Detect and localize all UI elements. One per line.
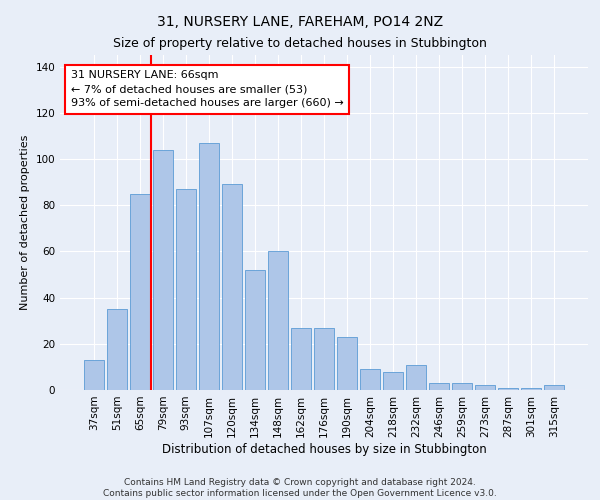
X-axis label: Distribution of detached houses by size in Stubbington: Distribution of detached houses by size … [161,442,487,456]
Bar [176,189,196,390]
Bar [268,252,288,390]
Text: 31, NURSERY LANE, FAREHAM, PO14 2NZ: 31, NURSERY LANE, FAREHAM, PO14 2NZ [157,15,443,29]
Bar [130,194,149,390]
Bar [383,372,403,390]
Bar [337,337,357,390]
Text: 31 NURSERY LANE: 66sqm
← 7% of detached houses are smaller (53)
93% of semi-deta: 31 NURSERY LANE: 66sqm ← 7% of detached … [71,70,343,108]
Text: Contains HM Land Registry data © Crown copyright and database right 2024.
Contai: Contains HM Land Registry data © Crown c… [103,478,497,498]
Bar [84,360,104,390]
Bar [430,383,449,390]
Bar [521,388,541,390]
Bar [107,309,127,390]
Bar [544,386,564,390]
Bar [452,383,472,390]
Bar [314,328,334,390]
Bar [245,270,265,390]
Bar [153,150,173,390]
Bar [475,386,495,390]
Bar [222,184,242,390]
Bar [360,369,380,390]
Bar [499,388,518,390]
Bar [406,364,426,390]
Y-axis label: Number of detached properties: Number of detached properties [20,135,30,310]
Text: Size of property relative to detached houses in Stubbington: Size of property relative to detached ho… [113,38,487,51]
Bar [291,328,311,390]
Bar [199,143,218,390]
